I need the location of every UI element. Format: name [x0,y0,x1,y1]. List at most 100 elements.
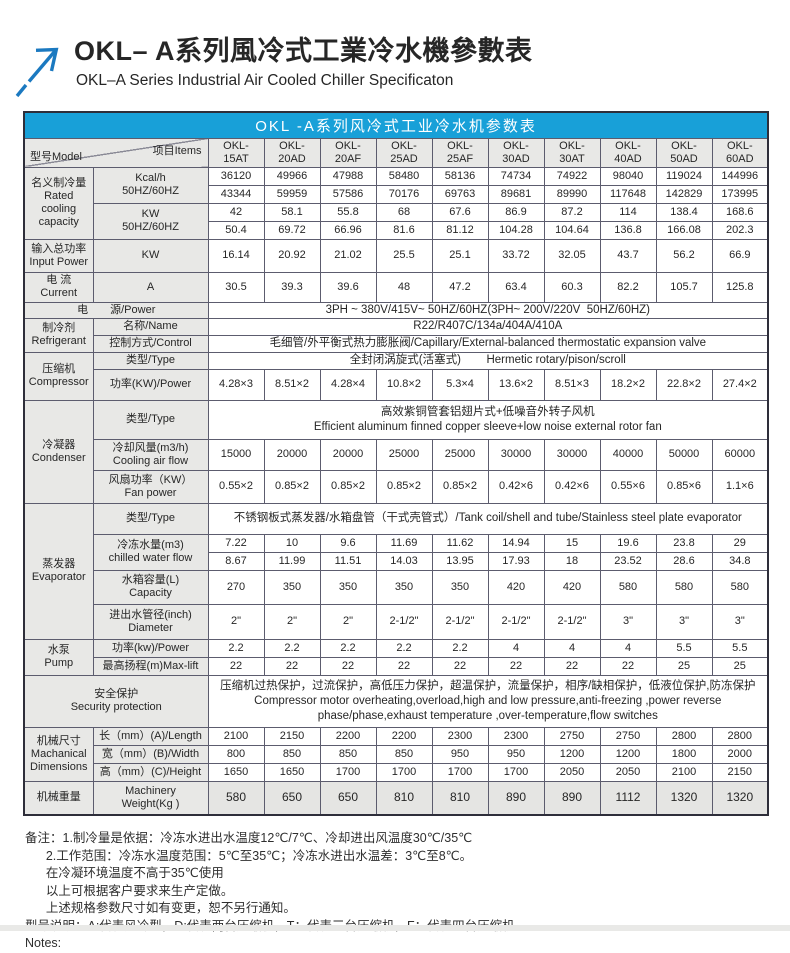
value-cell: 66.96 [319,220,377,240]
value-cell: 117648 [599,184,657,204]
value-cell: 890 [543,780,601,816]
value-cell: 119024 [655,166,713,186]
value-cell: 39.3 [263,271,321,303]
value-cell: 580 [711,569,769,605]
row-label-refrigerant: 制冷剂 Refrigerant [23,317,94,353]
value-cell: 40000 [599,438,657,471]
table-row: 43344 59959 57586 70176 69763 89681 89990 11764… [24,184,769,204]
value-cell: 4 [599,638,657,658]
value-cell: 8.51×2 [263,368,321,401]
value-cell: 16.14 [207,238,265,273]
value-cell: 1650 [263,762,321,782]
value-cell: 850 [319,744,377,764]
compressor-type-value: 全封闭涡旋式(活塞式) Hermetic rotary/pison/scroll [207,351,769,370]
row-label-length: 长（mm）(A)/Length [92,726,209,746]
value-cell: 81.6 [375,220,433,240]
value-cell: 0.85×2 [263,469,321,504]
value-cell: 166.08 [655,220,713,240]
value-cell: 2.2 [431,638,489,658]
value-cell: 3" [599,603,657,640]
value-cell: 50.4 [207,220,265,240]
value-cell: 49966 [263,166,321,186]
value-cell: 15 [543,533,601,553]
value-cell: 22.8×2 [655,368,713,401]
value-cell: 2050 [543,762,601,782]
value-cell: 43344 [207,184,265,204]
row-label-rated-capacity: 名义制冷量 Rated cooling capacity [23,166,94,240]
security-value: 压缩机过热保护，过流保护，高低压力保护，超温保护，流量保护，相序/缺相保护，低液… [207,674,769,728]
value-cell: 14.03 [375,551,433,571]
value-cell: 30000 [543,438,601,471]
value-cell: 350 [431,569,489,605]
value-cell: 25000 [431,438,489,471]
value-cell: 18.2×2 [599,368,657,401]
value-cell: 173995 [711,184,769,204]
value-cell: 1650 [207,762,265,782]
value-cell: 1700 [487,762,545,782]
value-cell: 17.93 [487,551,545,571]
value-cell: 1800 [655,744,713,764]
note-line: 备注：1.制冷量是依据：冷冻水进出水温度12℃/7℃、冷却进出风温度30℃/35… [25,831,473,845]
value-cell: 2150 [263,726,321,746]
value-cell: 350 [263,569,321,605]
value-cell: 2.2 [207,638,265,658]
table-row: 8.67 11.99 11.51 14.03 13.95 17.93 18 23.52 28.6… [24,551,769,571]
value-cell: 2200 [319,726,377,746]
value-cell: 50000 [655,438,713,471]
value-cell: 420 [543,569,601,605]
value-cell: 1320 [711,780,769,816]
model-header-row: 项目Items 型号Model OKL- 15AT OKL- 20AD OKL- 2… [23,137,769,168]
row-label-height: 高（mm）(C)/Height [92,762,209,782]
table-row: 制冷剂 Refrigerant 名称/Name R22/R407C/134a/4… [23,317,769,353]
model-header: OKL- 20AF [319,137,377,168]
value-cell: 2800 [655,726,713,746]
value-cell: 22 [375,656,433,676]
value-cell: 1200 [599,744,657,764]
title-block: OKL– A系列風冷式工業冷水機參數表 OKL–A Series Industr… [74,34,533,90]
row-label-power-supply: 电 源/Power [23,301,209,319]
table-row: 进出水管径(inch) Diameter 2" 2" 2" 2-1/2" 2-1/2" 2… [24,603,769,640]
row-label-refrigerant-name: 名称/Name [92,317,209,336]
page-title: OKL– A系列風冷式工業冷水機參數表 [74,36,533,66]
value-cell: 48 [375,271,433,303]
value-cell: 3" [711,603,769,640]
value-cell: 2000 [711,744,769,764]
value-cell: 2.2 [319,638,377,658]
value-cell: 19.6 [599,533,657,553]
corner-cell: 项目Items 型号Model [23,137,209,168]
value-cell: 28.6 [655,551,713,571]
value-cell: 25000 [375,438,433,471]
table-row: 水泵 Pump 功率(kw)/Power 2.2 2.2 2.2 2.2 2.2 4 4 4 5… [23,638,769,676]
value-cell: 2750 [599,726,657,746]
value-cell: 22 [263,656,321,676]
value-cell: 4 [487,638,545,658]
value-cell: 2" [319,603,377,640]
value-cell: 47988 [319,166,377,186]
value-cell: 0.85×6 [655,469,713,504]
refrigerant-control-value: 毛细管/外平衡式热力膨胀阀/Capillary/External-balance… [207,334,769,353]
value-cell: 2.2 [263,638,321,658]
value-cell: 144996 [711,166,769,186]
row-label-input-power: 输入总功率 Input Power [23,238,94,273]
value-cell: 33.72 [487,238,545,273]
value-cell: 68 [375,202,433,222]
value-cell: 1700 [319,762,377,782]
value-cell: 13.95 [431,551,489,571]
refrigerant-name-value: R22/R407C/134a/404A/410A [207,317,769,336]
row-label-pump: 水泵 Pump [23,638,94,676]
value-cell: 36120 [207,166,265,186]
value-cell: 25 [711,656,769,676]
model-header: OKL- 60AD [711,137,769,168]
value-cell: 43.7 [599,238,657,273]
value-cell: 56.2 [655,238,713,273]
value-cell: 580 [655,569,713,605]
row-label-refrigerant-control: 控制方式/Control [92,334,209,353]
corner-items-label: 项目Items [152,144,202,157]
value-cell: 0.42×6 [487,469,545,504]
value-cell: 0.42×6 [543,469,601,504]
value-cell: 67.6 [431,202,489,222]
value-cell: 2300 [487,726,545,746]
table-row: 冷冻水量(m3) chilled water flow 7.22 10 9.6 11.… [24,533,769,571]
value-cell: 13.6×2 [487,368,545,401]
value-cell: 47.2 [431,271,489,303]
